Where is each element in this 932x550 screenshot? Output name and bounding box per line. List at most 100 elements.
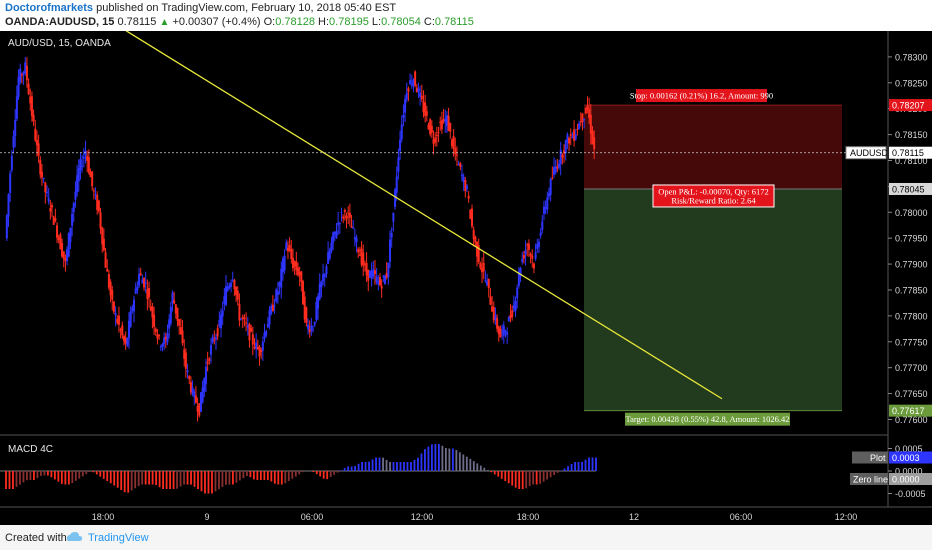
candle-body (99, 212, 102, 229)
candle-body (457, 163, 460, 165)
candle-body (442, 119, 445, 122)
candle-body (12, 136, 15, 148)
candle-body (559, 149, 562, 165)
candle-body (101, 227, 104, 245)
zero-value: 0.0000 (892, 475, 920, 485)
candle-body (445, 115, 448, 126)
candle-body (318, 283, 321, 300)
candle-body (194, 395, 197, 403)
y-tick-label: 0.77900 (895, 260, 928, 270)
candle-body (427, 124, 430, 130)
candle-body (45, 191, 48, 193)
candle-body (19, 68, 22, 82)
candle-body (56, 225, 59, 238)
candle-body (360, 248, 363, 265)
candle-body (183, 349, 186, 359)
candle-body (553, 167, 556, 175)
candle-body (378, 277, 381, 286)
candle-body (153, 314, 156, 327)
candle-body (352, 227, 355, 229)
candle-body (417, 88, 420, 93)
candle-body (583, 119, 586, 121)
candle-body (89, 172, 92, 177)
candle-body (238, 303, 241, 321)
open-label: O: (263, 16, 276, 28)
candle-body (158, 334, 161, 337)
candle-body (507, 317, 510, 322)
candle-body (465, 186, 468, 189)
candle-body (467, 196, 470, 199)
candle-body (305, 307, 308, 323)
candle-body (486, 281, 489, 286)
tradingview-logo[interactable]: TradingView (88, 532, 149, 544)
candle-body (61, 243, 64, 257)
candle-body (295, 261, 298, 271)
candle-body (285, 242, 288, 250)
candle-body (176, 307, 179, 321)
candle-body (455, 154, 458, 156)
y-tick-label: 0.77800 (895, 311, 928, 321)
candle-body (64, 258, 67, 261)
zero-label-bg (850, 473, 888, 485)
candle-body (440, 120, 443, 130)
candle-body (452, 136, 455, 149)
candle-body (39, 159, 42, 175)
candle-body (542, 206, 545, 214)
entry-price-tag-bg (889, 182, 932, 195)
candle-body (22, 71, 25, 75)
candle-body (370, 270, 373, 279)
candle-body (196, 406, 199, 412)
author-link[interactable]: Doctorofmarkets (5, 2, 94, 14)
candle-body (169, 306, 172, 324)
candle-body (296, 267, 299, 276)
chart-canvas[interactable]: 0.783000.782500.782000.781500.781000.780… (0, 31, 932, 525)
candle-body (161, 343, 164, 347)
candle-body (372, 269, 375, 277)
candle-body (512, 305, 515, 309)
candle-body (539, 232, 542, 236)
x-tick-label: 9 (204, 512, 209, 522)
candle-body (255, 342, 258, 350)
candle-body (409, 80, 412, 85)
candle-body (551, 177, 554, 179)
stop-box-text: Stop: 0.00162 (0.21%) 16.2, Amount: 990 (630, 91, 773, 101)
candle-body (524, 249, 527, 255)
candle-body (121, 325, 124, 336)
candle-body (492, 307, 495, 321)
candle-body (502, 325, 505, 336)
candle-body (72, 202, 75, 212)
candle-body (97, 200, 100, 212)
candle-body (308, 329, 311, 333)
candle-body (389, 239, 392, 262)
candle-body (310, 325, 313, 330)
candle-body (206, 361, 209, 364)
candle-body (450, 139, 453, 146)
y-tick-label: 0.78000 (895, 208, 928, 218)
candle-body (342, 216, 345, 219)
candle-body (216, 328, 219, 337)
macd-y-tick-label: 0.0005 (895, 444, 923, 454)
target-price-tag-bg (889, 404, 932, 417)
candle-body (52, 216, 55, 225)
chart-labels: 0.78207 0.78115 0.78045 0.77617 AUDUSD Stop: … (8, 38, 932, 485)
candle-body (368, 271, 371, 278)
candle-body (558, 163, 561, 168)
candle-body (71, 213, 74, 227)
candle-body (213, 339, 216, 341)
candle-body (402, 115, 405, 118)
candle-body (482, 262, 485, 272)
candle-body (199, 392, 202, 412)
candle-body (444, 118, 447, 123)
pnl-box-text: Open P&L: -0.00070, Qty: 6172 (658, 186, 769, 196)
candle-body (593, 137, 596, 150)
plot-label: Plot (870, 453, 886, 463)
stop-price-tag-bg (889, 99, 932, 112)
candle-body (384, 275, 387, 285)
candle-body (246, 325, 249, 328)
candle-body (47, 198, 50, 202)
candle-body (235, 287, 238, 296)
candle-body (127, 320, 130, 339)
trendline (125, 31, 723, 400)
candle-body (546, 197, 549, 210)
x-tick-label: 06:00 (301, 512, 324, 522)
